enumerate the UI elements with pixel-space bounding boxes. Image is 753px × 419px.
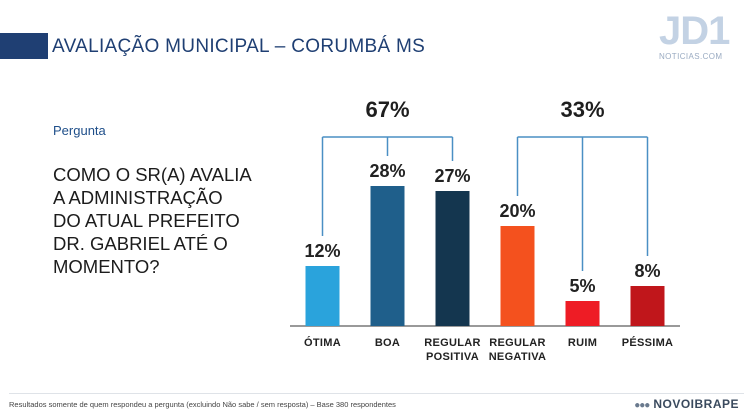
group-label-1: 33%	[560, 97, 604, 122]
bar-5	[630, 286, 665, 326]
footer-divider	[9, 393, 744, 394]
category-label-0: ÓTIMA	[304, 336, 341, 349]
footer-note: Resultados somente de quem respondeu a p…	[9, 400, 396, 409]
bar-1	[370, 186, 405, 326]
bar-4	[565, 301, 600, 326]
data-label-4: 5%	[569, 276, 595, 296]
category-label-2-line-0: REGULAR	[424, 337, 481, 349]
data-label-5: 8%	[634, 261, 660, 281]
logo-subtitle: NOTICIAS.COM	[659, 52, 723, 61]
data-label-1: 28%	[369, 161, 405, 181]
category-label-1: BOA	[375, 337, 400, 349]
data-label-2: 27%	[434, 166, 470, 186]
jd1-logo: JD1 NOTICIAS.COM	[659, 10, 731, 66]
data-label-3: 20%	[499, 201, 535, 221]
category-label-3-line-1: NEGATIVA	[489, 351, 547, 363]
people-icon: ●●●	[634, 400, 650, 411]
category-label-2-line-1: POSITIVA	[426, 351, 479, 363]
category-label-4: RUIM	[568, 337, 597, 349]
question-text: COMO O SR(A) AVALIA A ADMINISTRAÇÃO DO A…	[53, 164, 251, 277]
category-label-5: PÉSSIMA	[622, 336, 674, 349]
bar-0	[305, 266, 340, 326]
bar-3	[500, 226, 535, 326]
logo-mark: JD1	[659, 9, 730, 53]
question-label: Pergunta	[53, 123, 106, 138]
category-label-3-line-0: REGULAR	[489, 337, 546, 349]
brand-name: NOVOIBRAPE	[653, 397, 739, 411]
page-title: AVALIAÇÃO MUNICIPAL – CORUMBÁ MS	[52, 36, 426, 57]
title-accent-bar	[0, 33, 48, 59]
bar-chart: 12% ÓTIMA 28% BOA 27% REGULAR POSITIVA 20% REGUL…	[290, 97, 680, 363]
bar-2	[435, 191, 470, 326]
group-label-0: 67%	[365, 97, 409, 122]
data-label-0: 12%	[304, 241, 340, 261]
brand-logo: ●●● NOVOIBRAPE	[634, 397, 739, 411]
